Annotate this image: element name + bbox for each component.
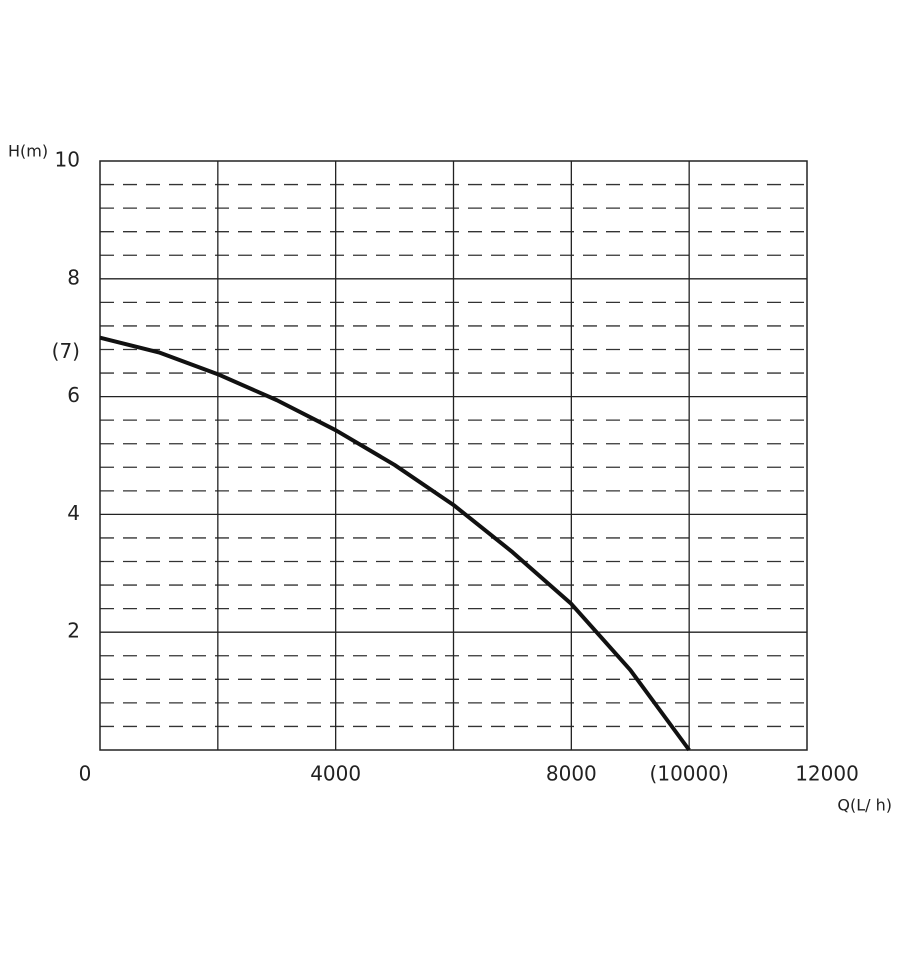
x-tick-label: (10000) bbox=[650, 762, 729, 786]
x-tick-label: 8000 bbox=[546, 762, 597, 786]
y-tick-label: 2 bbox=[67, 619, 80, 643]
x-axis-label: Q(L/ h) bbox=[837, 796, 892, 815]
x-tick-label: 0 bbox=[79, 762, 92, 786]
y-tick-label: 6 bbox=[67, 383, 80, 407]
plot-frame bbox=[99, 160, 808, 751]
pump-curve bbox=[99, 335, 691, 752]
y-tick-label: (7) bbox=[52, 339, 80, 363]
y-axis-label: H(m) bbox=[8, 142, 48, 161]
y-tick-label: 10 bbox=[55, 148, 80, 172]
x-tick-label: 4000 bbox=[310, 762, 361, 786]
x-tick-label: 12000 bbox=[795, 762, 859, 786]
y-tick-label: 4 bbox=[67, 501, 80, 525]
y-tick-label: 8 bbox=[67, 265, 80, 289]
